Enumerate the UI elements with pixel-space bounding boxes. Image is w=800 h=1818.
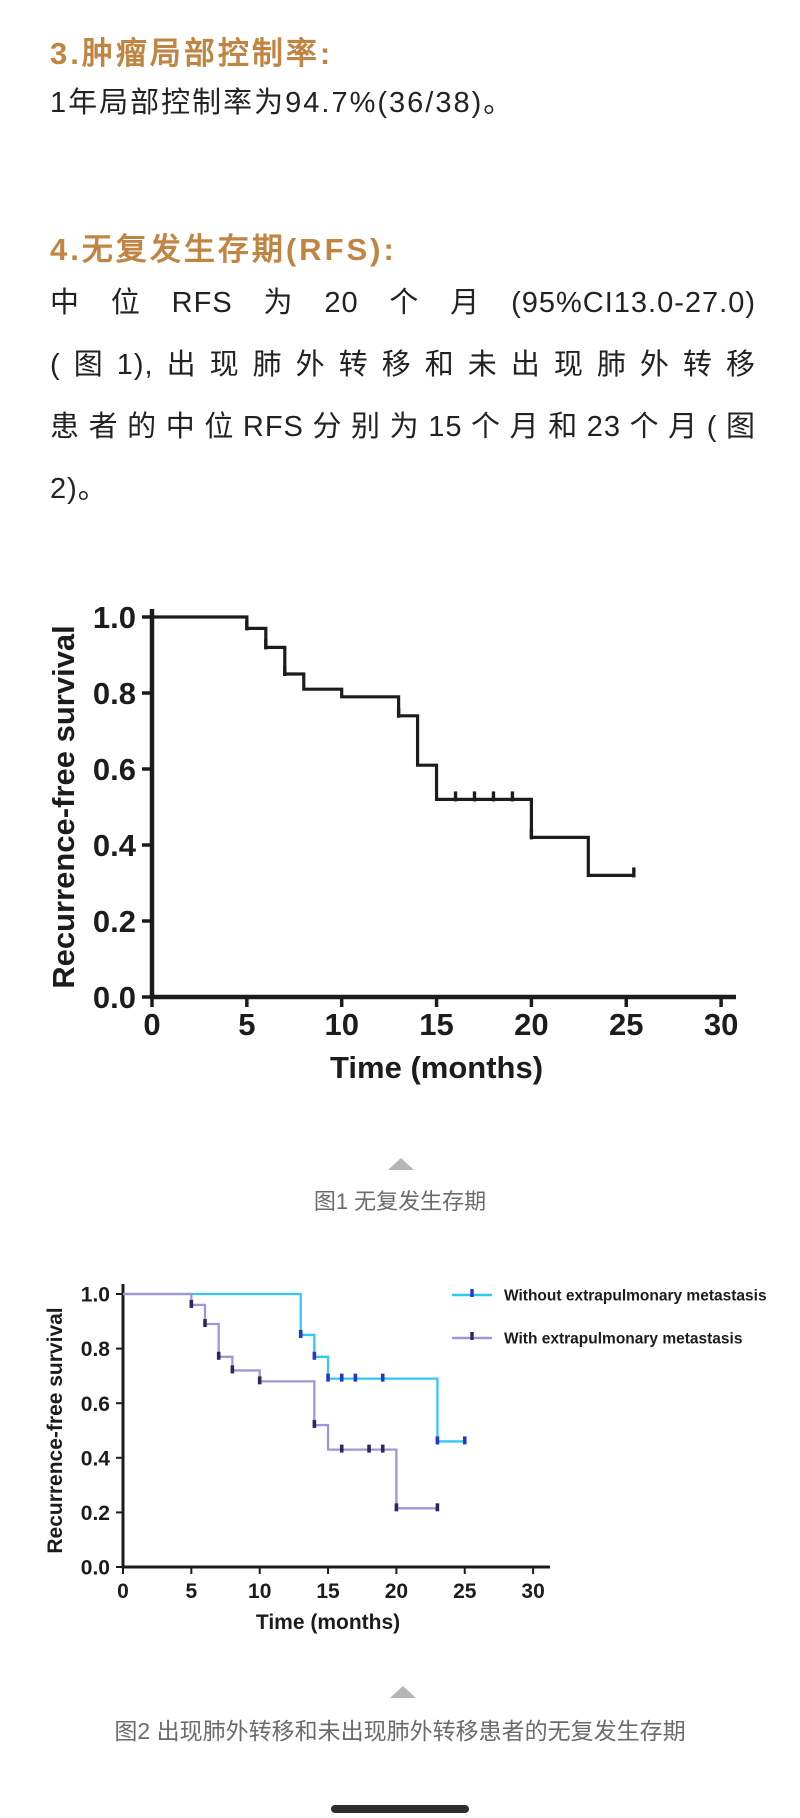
km-chart-figure1: 0 5 10 15 20 25 30 0.0 0.2 0.4 0.6 0.8 1.0 Time (mont… [46,600,738,1085]
paragraph-rfs-line-1: 中位RFS为20个月(95%CI13.0-27.0) [50,287,756,319]
y-tick-label: 0.4 [93,828,137,863]
km-chart-figure2: 0 5 10 15 20 25 30 0.0 0.2 0.4 0.6 0.8 1.0 Time (mont… [44,1284,767,1634]
triangle-up-icon [390,1686,416,1698]
x-tick-label: 0 [117,1580,129,1603]
y-tick-label: 1.0 [93,600,136,635]
x-tick-label: 20 [385,1580,408,1603]
x-tick-label: 15 [419,1007,453,1042]
km-series-0 [123,1292,467,1445]
y-axis-title: Recurrence-free survival [44,1307,67,1553]
x-axis-title: Time (months) [330,1050,543,1085]
x-tick-label: 5 [238,1007,255,1042]
axes: 0 5 10 15 20 25 30 0.0 0.2 0.4 0.6 0.8 1.0 [93,600,738,1042]
y-tick-label: 0.8 [81,1338,111,1361]
y-tick-label: 0.0 [81,1557,110,1580]
y-axis-title: Recurrence-free survival [46,625,81,989]
y-tick-label: 0.2 [93,904,136,939]
x-tick-label: 30 [521,1580,544,1603]
x-tick-label: 10 [248,1580,271,1603]
y-tick-label: 1.0 [81,1284,110,1307]
y-tick-label: 0.8 [93,676,136,711]
y-tick-label: 0.0 [93,980,136,1015]
legend-label: Without extrapulmonary metastasis [504,1288,767,1305]
paragraph-rfs-line-3: 患者的中位RFS分别为15个月和23个月(图 [50,411,756,443]
x-tick-label: 5 [186,1580,198,1603]
paragraph-rfs-line-2: (图1),出现肺外转移和未出现肺外转移 [50,349,756,381]
x-tick-label: 10 [324,1007,358,1042]
axes: 0 5 10 15 20 25 30 0.0 0.2 0.4 0.6 0.8 1.0 [81,1284,550,1603]
km-series-1 [123,1292,440,1512]
home-indicator[interactable] [331,1805,469,1813]
x-tick-label: 25 [453,1580,477,1603]
x-tick-label: 0 [143,1007,160,1042]
x-tick-label: 25 [609,1007,643,1042]
triangle-up-icon [388,1158,414,1170]
figure1-caption: 图1 无复发生存期 [313,1189,487,1214]
section-heading-rfs: 4.无复发生存期(RFS): [50,232,397,267]
y-tick-label: 0.2 [81,1502,110,1525]
km-series-0 [152,615,636,878]
section-heading-local-control: 3.肿瘤局部控制率: [50,36,334,71]
legend: Without extrapulmonary metastasis With ex… [452,1288,767,1348]
x-tick-label: 15 [316,1580,340,1603]
legend-label: With extrapulmonary metastasis [504,1331,742,1348]
y-tick-label: 0.6 [81,1393,110,1416]
figure2-caption: 图2 出现肺外转移和未出现肺外转移患者的无复发生存期 [114,1718,686,1744]
x-tick-label: 20 [514,1007,548,1042]
y-tick-label: 0.4 [81,1447,111,1470]
paragraph-rfs-line-4: 2)。 [50,473,108,505]
x-tick-label: 30 [704,1007,738,1042]
x-axis-title: Time (months) [256,1611,400,1634]
paragraph-local-control: 1年局部控制率为94.7%(36/38)。 [50,87,515,119]
y-tick-label: 0.6 [93,752,136,787]
